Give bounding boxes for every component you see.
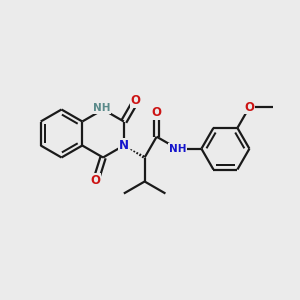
Text: O: O	[131, 94, 141, 107]
Text: N: N	[119, 139, 129, 152]
Text: O: O	[152, 106, 162, 119]
Text: O: O	[244, 100, 254, 114]
Text: NH: NH	[93, 103, 110, 113]
Text: O: O	[91, 174, 101, 187]
Text: NH: NH	[169, 144, 186, 154]
